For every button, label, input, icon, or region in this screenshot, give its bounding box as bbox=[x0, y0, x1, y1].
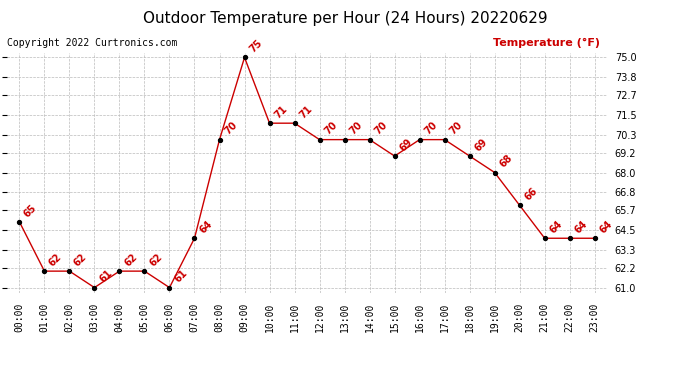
Text: 70: 70 bbox=[322, 120, 339, 137]
Point bbox=[589, 235, 600, 241]
Point bbox=[264, 120, 275, 126]
Text: 70: 70 bbox=[222, 120, 239, 137]
Point bbox=[564, 235, 575, 241]
Text: 71: 71 bbox=[273, 104, 289, 120]
Text: 61: 61 bbox=[172, 268, 189, 285]
Text: 70: 70 bbox=[373, 120, 389, 137]
Point bbox=[464, 153, 475, 159]
Point bbox=[39, 268, 50, 274]
Text: 66: 66 bbox=[522, 186, 539, 202]
Text: 71: 71 bbox=[297, 104, 314, 120]
Text: Copyright 2022 Curtronics.com: Copyright 2022 Curtronics.com bbox=[7, 38, 177, 48]
Point bbox=[139, 268, 150, 274]
Text: 70: 70 bbox=[422, 120, 439, 137]
Text: 70: 70 bbox=[347, 120, 364, 137]
Text: 64: 64 bbox=[598, 219, 614, 236]
Point bbox=[364, 136, 375, 142]
Text: 64: 64 bbox=[573, 219, 589, 236]
Point bbox=[164, 285, 175, 291]
Text: 62: 62 bbox=[147, 252, 164, 268]
Text: 62: 62 bbox=[72, 252, 89, 268]
Text: 70: 70 bbox=[447, 120, 464, 137]
Point bbox=[64, 268, 75, 274]
Point bbox=[214, 136, 225, 142]
Text: 68: 68 bbox=[497, 153, 514, 170]
Text: Temperature (°F): Temperature (°F) bbox=[493, 38, 600, 48]
Point bbox=[489, 170, 500, 176]
Point bbox=[414, 136, 425, 142]
Text: 75: 75 bbox=[247, 38, 264, 55]
Text: 64: 64 bbox=[547, 219, 564, 236]
Point bbox=[239, 54, 250, 60]
Text: 62: 62 bbox=[47, 252, 63, 268]
Point bbox=[14, 219, 25, 225]
Point bbox=[539, 235, 550, 241]
Point bbox=[389, 153, 400, 159]
Text: 64: 64 bbox=[197, 219, 214, 236]
Point bbox=[339, 136, 350, 142]
Text: 61: 61 bbox=[97, 268, 114, 285]
Point bbox=[314, 136, 325, 142]
Point bbox=[439, 136, 450, 142]
Point bbox=[114, 268, 125, 274]
Text: 69: 69 bbox=[397, 136, 414, 153]
Text: 62: 62 bbox=[122, 252, 139, 268]
Point bbox=[289, 120, 300, 126]
Text: 65: 65 bbox=[22, 202, 39, 219]
Text: Outdoor Temperature per Hour (24 Hours) 20220629: Outdoor Temperature per Hour (24 Hours) … bbox=[143, 11, 547, 26]
Point bbox=[89, 285, 100, 291]
Text: 69: 69 bbox=[473, 136, 489, 153]
Point bbox=[189, 235, 200, 241]
Point bbox=[514, 202, 525, 208]
